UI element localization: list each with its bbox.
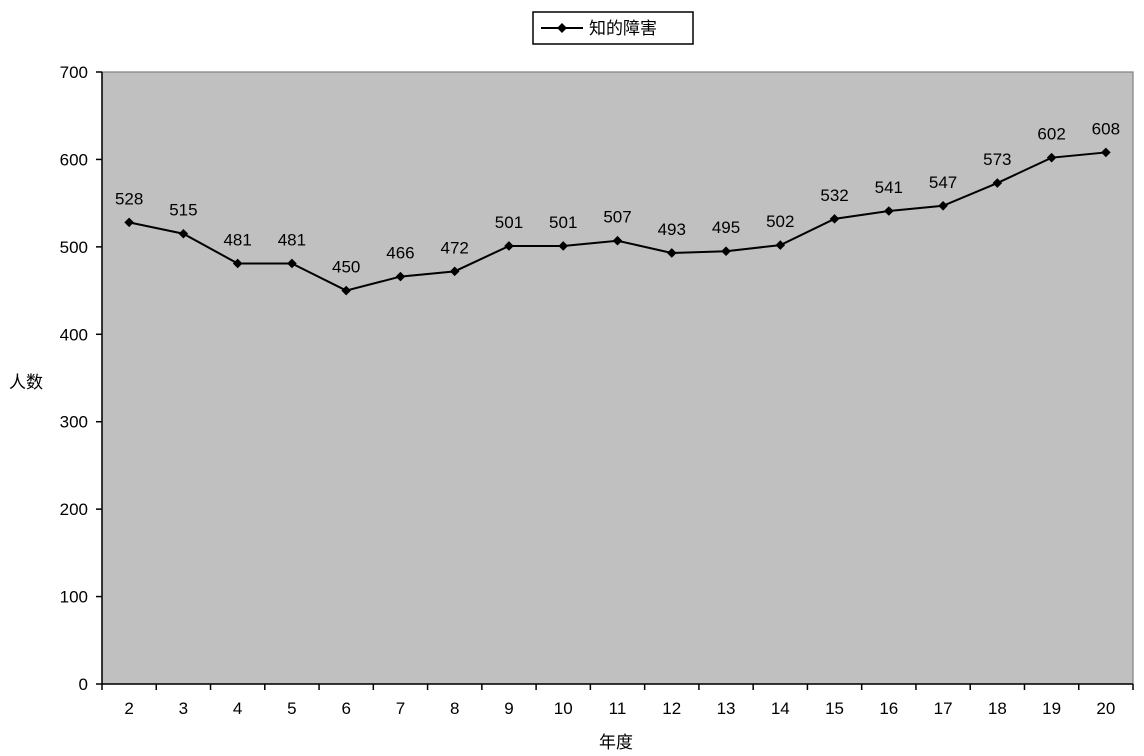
x-tick-label: 5 [287, 699, 296, 718]
data-label: 493 [658, 220, 686, 239]
data-label: 515 [169, 201, 197, 220]
y-tick-label: 600 [60, 150, 88, 169]
plot-area [101, 71, 1134, 685]
data-label: 495 [712, 218, 740, 237]
data-label: 481 [223, 230, 251, 249]
data-point [232, 258, 243, 269]
x-tick-label: 7 [396, 699, 405, 718]
y-axis-ticks: 0 100 200 300 400 500 600 700 [60, 63, 102, 694]
data-point [178, 228, 189, 239]
x-tick-label: 15 [825, 699, 844, 718]
data-label: 472 [441, 238, 469, 257]
data-label: 541 [875, 178, 903, 197]
data-point [992, 178, 1003, 188]
y-tick-label: 0 [79, 675, 88, 694]
y-tick-label: 400 [60, 325, 88, 344]
data-label: 450 [332, 258, 360, 277]
data-point [829, 214, 840, 224]
legend-label: 知的障害 [589, 19, 657, 39]
x-tick-label: 12 [662, 699, 681, 718]
data-label: 501 [549, 213, 577, 232]
y-tick-label: 300 [60, 413, 88, 432]
x-tick-label: 16 [879, 699, 898, 718]
y-tick-label: 700 [60, 63, 88, 82]
x-tick-label: 6 [341, 699, 350, 718]
series-markers [124, 147, 1111, 296]
x-tick-label: 18 [988, 699, 1007, 718]
data-point [721, 246, 731, 257]
data-label: 481 [278, 230, 306, 249]
x-tick-label: 20 [1096, 699, 1115, 718]
x-tick-label: 4 [233, 699, 242, 718]
data-point [395, 271, 406, 282]
x-tick-label: 3 [179, 699, 188, 718]
legend-marker-sample [557, 23, 567, 33]
data-label: 528 [115, 189, 143, 208]
x-tick-label: 9 [504, 699, 513, 718]
data-point [884, 206, 894, 216]
y-axis-title: 人数 [9, 373, 43, 393]
data-point [666, 248, 677, 258]
x-tick-label: 19 [1042, 699, 1061, 718]
x-tick-label: 17 [934, 699, 953, 718]
data-point [1046, 152, 1057, 163]
x-tick-label: 11 [609, 699, 627, 718]
x-tick-label: 10 [554, 699, 573, 718]
data-label: 532 [820, 186, 848, 205]
x-tick-label: 13 [717, 699, 736, 718]
data-point [558, 241, 569, 251]
x-axis-title: 年度 [599, 733, 633, 753]
data-point [504, 241, 514, 251]
data-point [287, 258, 297, 269]
y-tick-label: 100 [60, 588, 88, 607]
data-label: 547 [929, 173, 957, 192]
x-axis-ticks: 2 3 4 5 6 7 8 9 10 11 12 13 14 15 16 17 18 19 20 [101, 684, 1134, 718]
data-point [775, 240, 786, 250]
legend: 知的障害 [532, 11, 694, 45]
x-tick-label: 2 [124, 699, 133, 718]
data-point [1101, 147, 1111, 158]
y-tick-label: 500 [60, 238, 88, 257]
data-point [938, 200, 948, 211]
data-labels: 528 515 481 481 450 466 472 501 501 507 493 495 502 5… [115, 119, 1120, 276]
data-point [612, 235, 623, 246]
data-point [341, 285, 351, 296]
y-tick-label: 200 [60, 500, 88, 519]
data-label: 602 [1037, 125, 1065, 144]
data-label: 507 [603, 208, 631, 227]
data-point [124, 217, 134, 228]
data-label: 608 [1092, 119, 1120, 138]
data-label: 573 [983, 150, 1011, 169]
x-tick-label: 14 [771, 699, 790, 718]
data-label: 502 [766, 212, 794, 231]
data-label: 501 [495, 213, 523, 232]
data-point [449, 266, 460, 277]
x-tick-label: 8 [450, 699, 459, 718]
data-label: 466 [386, 244, 414, 263]
